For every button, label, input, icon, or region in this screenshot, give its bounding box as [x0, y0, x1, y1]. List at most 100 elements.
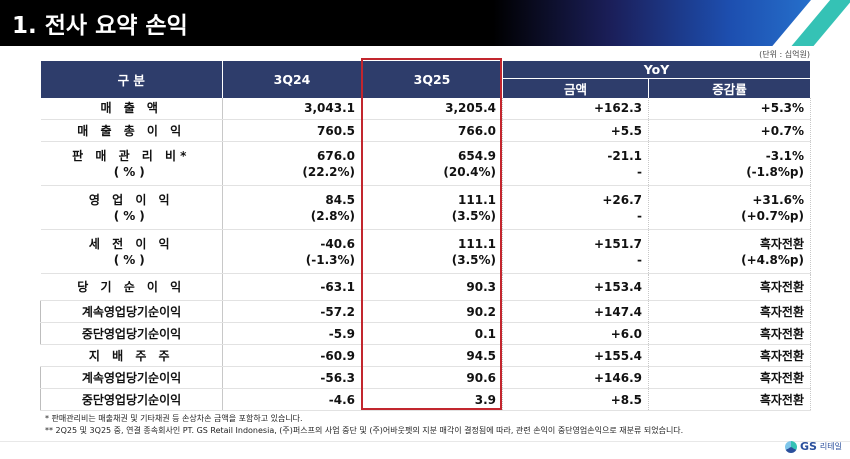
cell-value: +31.6% — [752, 192, 805, 207]
cell-value: -40.6 — [320, 236, 355, 251]
page-title: 1. 전사 요약 손익 — [12, 13, 188, 39]
table-row: 판 매 관 리 비* (%) 676.0 (22.2%) 654.9 (20.4… — [40, 141, 812, 186]
footer-divider — [0, 441, 850, 442]
table-row: 중단영업당기순이익 -5.9 0.1 +6.0 흑자전환 — [40, 322, 812, 345]
table-row: 매 출 총 이 익 760.5 766.0 +5.5 +0.7% — [40, 119, 812, 142]
cell-3q24: -60.9 — [222, 344, 362, 367]
cell-3q24: 760.5 — [222, 119, 362, 142]
cell-3q25: 3,205.4 — [361, 97, 503, 120]
cell-yoy-rate: 흑자전환 — [648, 366, 812, 389]
cell-ratio: - — [637, 252, 642, 267]
header-yoy-rate: 증감률 — [648, 78, 812, 98]
unit-note: (단위 : 십억원) — [759, 50, 810, 59]
footnote-1: * 판매관리비는 매출채권 및 기타채권 등 손상차손 금액을 포함하고 있습니… — [45, 414, 303, 423]
cell-value: 111.1 — [458, 192, 496, 207]
cell-3q24: -56.3 — [222, 366, 362, 389]
cell-3q24: 3,043.1 — [222, 97, 362, 120]
cell-ratio: (22.2%) — [302, 164, 355, 179]
cell-3q24: 676.0 (22.2%) — [222, 141, 362, 186]
cell-value: 654.9 — [458, 148, 496, 163]
cell-value: 흑자전환 — [759, 236, 805, 251]
gs-logo-icon — [784, 440, 797, 453]
row-label: 판 매 관 리 비* (%) — [40, 141, 223, 186]
table-row: 지 배 주 주 -60.9 94.5 +155.4 흑자전환 — [40, 344, 812, 367]
cell-yoy-rate: 흑자전환 — [648, 273, 812, 301]
row-label-pct: (%) — [113, 252, 149, 267]
cell-3q25: 0.1 — [361, 322, 503, 345]
table-row: 당 기 순 이 익 -63.1 90.3 +153.4 흑자전환 — [40, 273, 812, 301]
row-label-pct: (%) — [113, 164, 149, 179]
cell-yoy-amount: +151.7 - — [502, 229, 649, 274]
row-label: 계속영업당기순이익 — [40, 300, 223, 323]
cell-3q25: 90.2 — [361, 300, 503, 323]
cell-value: 111.1 — [458, 236, 496, 251]
row-label-pct: (%) — [113, 208, 149, 223]
cell-yoy-rate: +0.7% — [648, 119, 812, 142]
cell-3q24: -4.6 — [222, 388, 362, 411]
header-3q24: 3Q24 — [222, 61, 362, 98]
row-label: 매 출 총 이 익 — [40, 119, 223, 142]
logo-brand: GS — [799, 440, 817, 453]
cell-yoy-amount: +155.4 — [502, 344, 649, 367]
cell-yoy-rate: +5.3% — [648, 97, 812, 120]
cell-yoy-amount: +6.0 — [502, 322, 649, 345]
row-label: 계속영업당기순이익 — [40, 366, 223, 389]
cell-ratio: (+4.8%p) — [741, 252, 805, 267]
row-label: 영 업 이 익 (%) — [40, 185, 223, 230]
cell-yoy-rate: 흑자전환 — [648, 388, 812, 411]
cell-3q25: 654.9 (20.4%) — [361, 141, 503, 186]
cell-yoy-amount: -21.1 - — [502, 141, 649, 186]
table-row: 매 출 액 3,043.1 3,205.4 +162.3 +5.3% — [40, 97, 812, 120]
cell-yoy-amount: +146.9 — [502, 366, 649, 389]
row-label: 중단영업당기순이익 — [40, 388, 223, 411]
row-label: 지 배 주 주 — [40, 344, 223, 367]
header-category: 구 분 — [40, 61, 223, 98]
cell-ratio: (2.8%) — [310, 208, 355, 223]
cell-3q24: -57.2 — [222, 300, 362, 323]
table-row: 영 업 이 익 (%) 84.5 (2.8%) 111.1 (3.5%) +26… — [40, 185, 812, 230]
cell-yoy-rate: 흑자전환 (+4.8%p) — [648, 229, 812, 274]
table-row: 중단영업당기순이익 -4.6 3.9 +8.5 흑자전환 — [40, 388, 812, 411]
cell-yoy-amount: +5.5 — [502, 119, 649, 142]
cell-3q25: 111.1 (3.5%) — [361, 229, 503, 274]
footnote-2: ** 2Q25 및 3Q25 중, 연결 종속회사인 PT. GS Retail… — [45, 426, 684, 435]
header-yoy-amount: 금액 — [502, 78, 649, 98]
cell-ratio: - — [637, 164, 642, 179]
cell-value: 84.5 — [325, 192, 355, 207]
row-label: 중단영업당기순이익 — [40, 322, 223, 345]
cell-3q25: 111.1 (3.5%) — [361, 185, 503, 230]
cell-yoy-rate: 흑자전환 — [648, 300, 812, 323]
row-label: 당 기 순 이 익 — [40, 273, 223, 301]
cell-3q25: 94.5 — [361, 344, 503, 367]
row-label-main: 영 업 이 익 — [88, 192, 174, 207]
cell-value: 676.0 — [317, 148, 355, 163]
table-row: 계속영업당기순이익 -56.3 90.6 +146.9 흑자전환 — [40, 366, 812, 389]
row-label-main: 세 전 이 익 — [88, 236, 174, 251]
cell-ratio: - — [637, 208, 642, 223]
row-label-main: 판 매 관 리 비* — [72, 148, 191, 163]
cell-yoy-amount: +26.7 - — [502, 185, 649, 230]
title-banner: 1. 전사 요약 손익 — [0, 0, 850, 46]
cell-ratio: (+0.7%p) — [741, 208, 805, 223]
gs-retail-logo: GS 리테일 — [784, 440, 842, 453]
cell-yoy-rate: +31.6% (+0.7%p) — [648, 185, 812, 230]
header-3q25: 3Q25 — [361, 61, 503, 98]
cell-ratio: (3.5%) — [451, 208, 496, 223]
cell-ratio: (3.5%) — [451, 252, 496, 267]
cell-3q24: 84.5 (2.8%) — [222, 185, 362, 230]
cell-value: -21.1 — [607, 148, 642, 163]
cell-yoy-amount: +153.4 — [502, 273, 649, 301]
cell-yoy-rate: -3.1% (-1.8%p) — [648, 141, 812, 186]
cell-ratio: (-1.8%p) — [746, 164, 805, 179]
table-row: 계속영업당기순이익 -57.2 90.2 +147.4 흑자전환 — [40, 300, 812, 323]
cell-yoy-amount: +162.3 — [502, 97, 649, 120]
row-label: 세 전 이 익 (%) — [40, 229, 223, 274]
cell-value: -3.1% — [765, 148, 805, 163]
cell-ratio: (20.4%) — [443, 164, 496, 179]
logo-sub: 리테일 — [819, 442, 842, 451]
cell-3q25: 766.0 — [361, 119, 503, 142]
cell-yoy-rate: 흑자전환 — [648, 344, 812, 367]
table-row: 세 전 이 익 (%) -40.6 (-1.3%) 111.1 (3.5%) +… — [40, 229, 812, 274]
cell-value: +26.7 — [602, 192, 642, 207]
cell-3q25: 3.9 — [361, 388, 503, 411]
